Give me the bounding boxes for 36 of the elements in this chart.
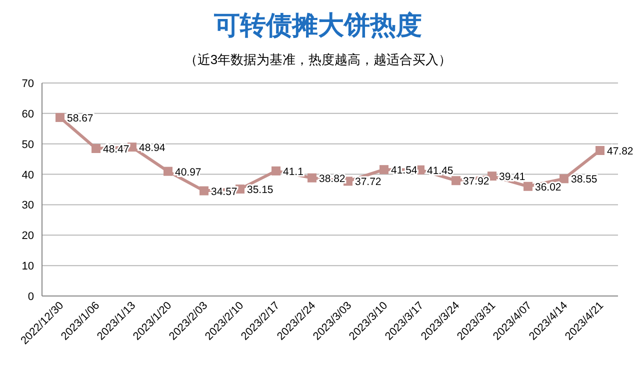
point <box>56 112 64 122</box>
data-label: 47.82 <box>607 145 634 158</box>
point <box>272 166 280 176</box>
data-label: 38.82 <box>319 172 346 185</box>
data-label: 48.94 <box>139 142 166 154</box>
point <box>452 176 460 186</box>
point <box>380 165 388 174</box>
point <box>308 173 316 182</box>
data-label: 34.57 <box>211 186 238 198</box>
data-label: 37.92 <box>463 176 490 188</box>
data-label: 36.02 <box>535 181 562 194</box>
point <box>164 166 172 176</box>
data-label: 41.45 <box>427 164 454 177</box>
y-tick-label: 0 <box>28 291 34 303</box>
data-label: 35.15 <box>247 184 274 196</box>
data-label: 58.67 <box>67 112 94 124</box>
point <box>92 144 100 154</box>
data-label: 41.1 <box>283 166 304 178</box>
chart-subtitle: （近3年数据为基准，热度越高，越适合买入） <box>184 52 452 67</box>
y-tick-label: 60 <box>22 108 34 120</box>
point <box>524 182 532 191</box>
data-label: 39.41 <box>499 171 526 184</box>
y-tick-label: 10 <box>22 260 34 273</box>
data-label: 40.97 <box>175 166 202 178</box>
data-label: 48.47 <box>103 144 130 156</box>
data-label: 37.72 <box>355 176 382 188</box>
data-label: 38.55 <box>571 174 598 186</box>
y-tick-label: 70 <box>22 78 34 90</box>
point <box>596 146 604 155</box>
point <box>560 174 568 184</box>
y-tick-label: 20 <box>22 230 34 242</box>
chart-title: 可转债摊大饼热度 <box>213 10 422 40</box>
point <box>200 186 208 196</box>
y-tick-label: 40 <box>22 169 34 182</box>
y-tick-label: 50 <box>22 138 34 151</box>
y-tick-label: 30 <box>22 200 34 212</box>
